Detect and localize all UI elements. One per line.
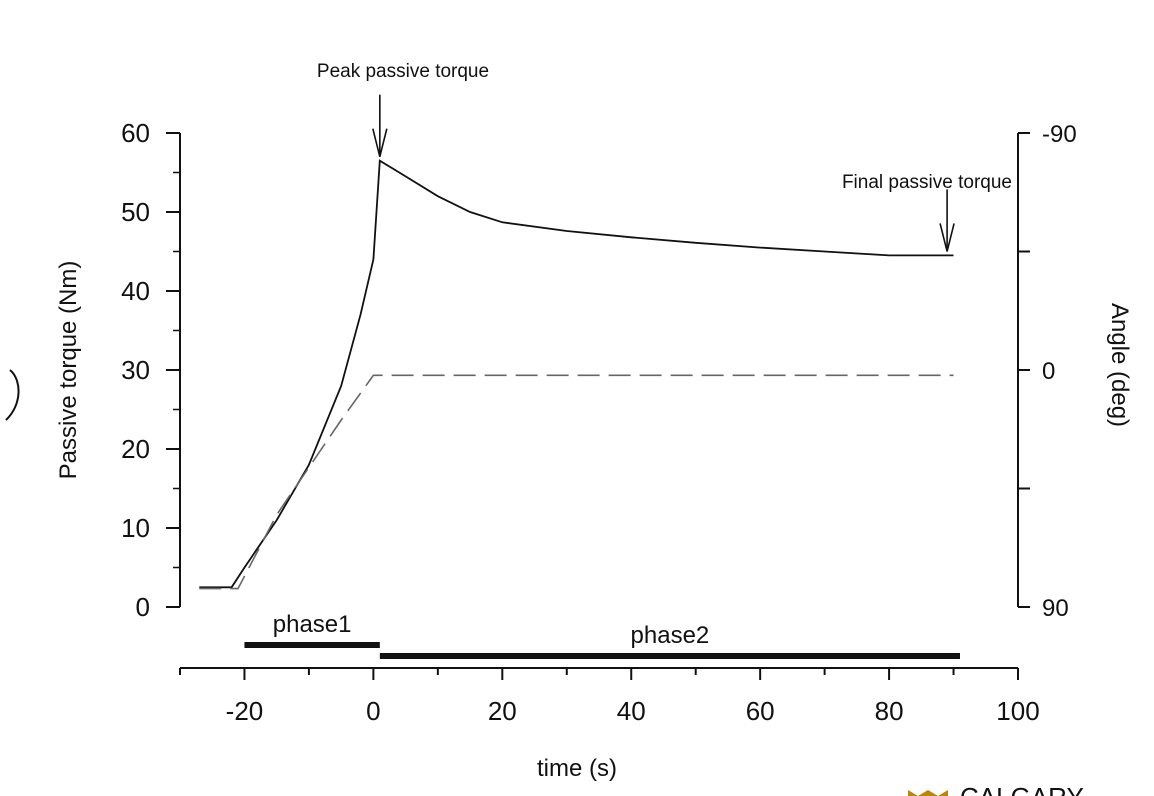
y2-tick-label: 90 (1042, 595, 1069, 622)
logo-text: CALGARY (960, 782, 1084, 796)
university-logo: CALGARY (908, 782, 1084, 796)
phase-label: phase2 (631, 622, 710, 649)
x-tick-label: 80 (875, 696, 904, 726)
axes (166, 132, 1030, 680)
x-tick-label: 0 (366, 696, 380, 726)
y2-tick-label: 0 (1042, 358, 1055, 385)
edge-bracket-icon (5, 369, 20, 421)
annotation-label: Peak passive torque (317, 61, 489, 82)
torque-line (199, 159, 954, 589)
y-tick-label: 30 (121, 355, 150, 385)
annotation-arrowhead (939, 223, 955, 252)
y2-tick-label: -90 (1042, 121, 1077, 148)
phase-label: phase1 (273, 611, 352, 638)
y-tick-label: 50 (121, 197, 150, 227)
labels-group: 0 10 20 30 40 50 60 -90 0 90 -20 0 20 40 60 80 100 time (… (5, 61, 1133, 796)
x-tick-label: 60 (746, 696, 775, 726)
y-tick-label: 10 (121, 513, 150, 543)
angle-line (199, 374, 954, 590)
x-tick-label: 40 (617, 696, 646, 726)
annotation-label: Final passive torque (842, 172, 1012, 193)
logo-emblem-icon (908, 790, 948, 796)
y-tick-label: 40 (121, 276, 150, 306)
x-tick-label: -20 (226, 696, 264, 726)
x-tick-label: 100 (996, 696, 1039, 726)
x-tick-label: 20 (488, 696, 517, 726)
annotation-arrowhead (372, 128, 388, 157)
phase-bar (244, 642, 380, 648)
phase-bar (379, 653, 960, 659)
series-group (199, 94, 960, 659)
y2-axis-title: Angle (deg) (1106, 303, 1133, 427)
x-axis-title: time (s) (537, 755, 617, 782)
y-tick-label: 0 (136, 592, 150, 622)
y-tick-label: 60 (121, 118, 150, 148)
y-tick-label: 20 (121, 434, 150, 464)
y-axis-title: Passive torque (Nm) (55, 261, 82, 480)
